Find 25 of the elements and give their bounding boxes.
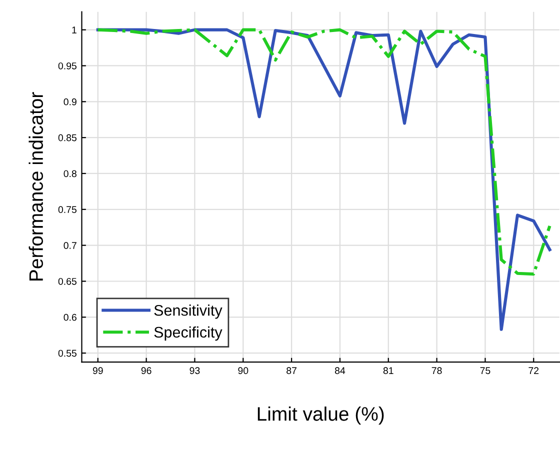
y-tick-label: 0.85 xyxy=(58,134,76,142)
y-tick-label: 0.8 xyxy=(64,170,76,178)
y-tick-label: 1 xyxy=(72,26,76,34)
x-tick-label: 90 xyxy=(238,367,248,374)
x-tick-label: 99 xyxy=(92,367,103,374)
legend-label: Specificity xyxy=(154,326,222,341)
x-tick-label: 75 xyxy=(480,367,490,374)
x-tick-label: 81 xyxy=(383,367,394,374)
y-axis-title: Performance indicator xyxy=(28,92,44,280)
y-tick-label: 0.9 xyxy=(64,98,76,106)
y-tick-label: 0.65 xyxy=(58,278,76,285)
x-tick-label: 72 xyxy=(528,367,539,374)
line-series xyxy=(96,28,552,276)
x-tick-label: 87 xyxy=(286,367,296,374)
y-tick-label: 0.75 xyxy=(58,206,76,214)
x-tick-label: 96 xyxy=(141,367,152,374)
y-tick-label: 0.7 xyxy=(64,242,76,249)
legend-label: Sensitivity xyxy=(154,304,222,319)
x-tick-label: 93 xyxy=(190,367,200,374)
x-tick-label: 78 xyxy=(432,367,442,374)
y-tick-label: 0.95 xyxy=(58,62,76,70)
y-tick-label: 0.6 xyxy=(64,314,76,321)
x-axis-title: Limit value (%) xyxy=(258,406,384,425)
x-tick-label: 84 xyxy=(334,367,346,374)
y-tick-label: 0.55 xyxy=(58,350,76,357)
